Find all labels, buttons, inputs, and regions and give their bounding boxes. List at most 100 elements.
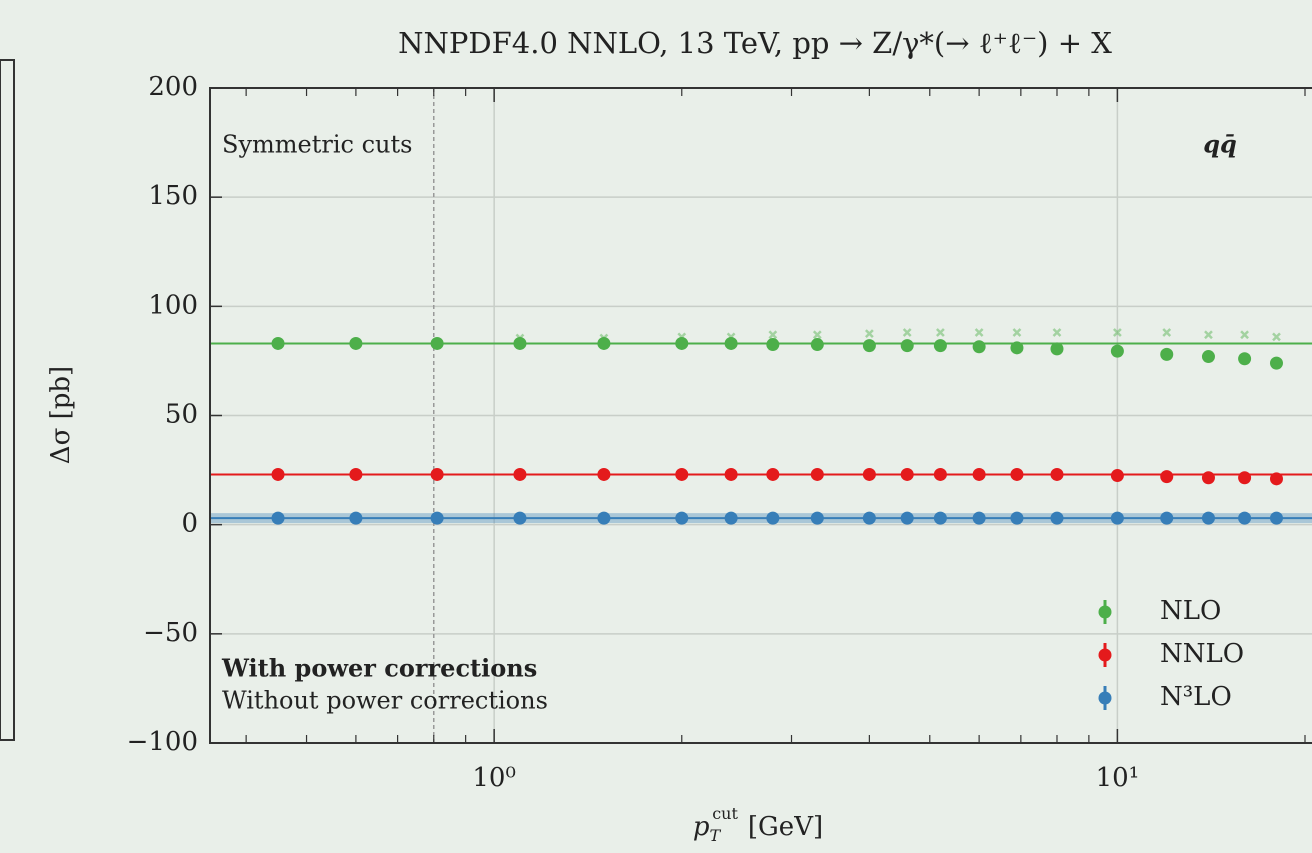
y-tick-label: 200 [148, 72, 198, 102]
point [597, 336, 611, 350]
x-label-sup: cut [712, 804, 738, 823]
point-without [768, 330, 778, 340]
point-without [902, 328, 912, 337]
point [1110, 511, 1124, 525]
y-tick-label: 100 [148, 290, 198, 320]
x-tick-label: 10¹ [1096, 763, 1140, 793]
point [597, 511, 611, 525]
y-axis-label: Δσ [pb] [46, 366, 76, 464]
y-tick-label: −50 [143, 618, 198, 648]
point [766, 467, 780, 481]
point [349, 336, 363, 350]
point [675, 511, 689, 525]
point [1050, 467, 1064, 481]
point [513, 467, 527, 481]
point [1201, 511, 1215, 525]
plot-area [210, 88, 1312, 743]
point [675, 336, 689, 350]
y-tick-label: −100 [127, 727, 198, 757]
point [972, 511, 986, 525]
annotation: qq̄ [1203, 130, 1237, 159]
annotation: Symmetric cuts [222, 131, 412, 159]
y-tick-label: 50 [165, 400, 198, 430]
point-without [1162, 328, 1172, 337]
point [430, 511, 444, 525]
point [933, 467, 947, 481]
point [862, 511, 876, 525]
point [1050, 511, 1064, 525]
point [430, 336, 444, 350]
point [1269, 356, 1283, 370]
legend-marker [1098, 691, 1112, 705]
point [1010, 341, 1024, 355]
point [271, 336, 285, 350]
x-label-unit: [GeV] [748, 812, 823, 842]
y-tick-label: 150 [148, 181, 198, 211]
point-without [974, 328, 984, 337]
point [1269, 511, 1283, 525]
legend-label: N³LO [1160, 682, 1232, 712]
point [862, 467, 876, 481]
point [271, 467, 285, 481]
point [1010, 511, 1024, 525]
point [1050, 342, 1064, 356]
point [766, 511, 780, 525]
point-without [1272, 332, 1281, 342]
point [1238, 352, 1252, 366]
point-without [1113, 328, 1122, 337]
point [1110, 469, 1124, 483]
point-without [1052, 328, 1062, 337]
point [1160, 511, 1174, 525]
point-without [812, 330, 822, 340]
point [349, 467, 363, 481]
point [513, 336, 527, 350]
point [271, 511, 285, 525]
point [349, 511, 363, 525]
point-without [1204, 330, 1213, 340]
point [1269, 472, 1283, 486]
x-label-sub: T [710, 826, 722, 845]
point [597, 467, 611, 481]
point [900, 467, 914, 481]
point [1201, 471, 1215, 485]
neighbor-panel [0, 59, 15, 741]
y-tick-label: 0 [181, 509, 198, 539]
legend-marker [1098, 648, 1112, 662]
legend-label: NLO [1160, 596, 1221, 626]
point [810, 511, 824, 525]
point [1201, 350, 1215, 364]
x-tick-label: 10⁰ [472, 763, 516, 793]
point [972, 467, 986, 481]
point [1110, 344, 1124, 358]
point [675, 467, 689, 481]
point [933, 339, 947, 353]
point [1160, 470, 1174, 484]
point-without [1240, 330, 1249, 340]
annotation: With power corrections [221, 654, 537, 683]
point [810, 338, 824, 352]
point [1238, 511, 1252, 525]
point [724, 336, 738, 350]
point [430, 467, 444, 481]
point [513, 511, 527, 525]
point-without [936, 328, 945, 337]
legend-label: NNLO [1160, 639, 1244, 669]
legend-marker [1098, 605, 1112, 619]
point-without [1012, 328, 1022, 337]
point [766, 338, 780, 352]
point [972, 340, 986, 354]
point [1010, 467, 1024, 481]
point [1238, 471, 1252, 485]
point [724, 511, 738, 525]
point [900, 511, 914, 525]
point-without [864, 329, 874, 339]
chart-title: NNPDF4.0 NNLO, 13 TeV, pp → Z/γ*(→ ℓ⁺ℓ⁻)… [398, 26, 1112, 60]
point [810, 467, 824, 481]
point [724, 467, 738, 481]
point [1160, 347, 1174, 361]
point [900, 339, 914, 353]
point [862, 339, 876, 353]
x-label-symbol: p [693, 812, 710, 842]
